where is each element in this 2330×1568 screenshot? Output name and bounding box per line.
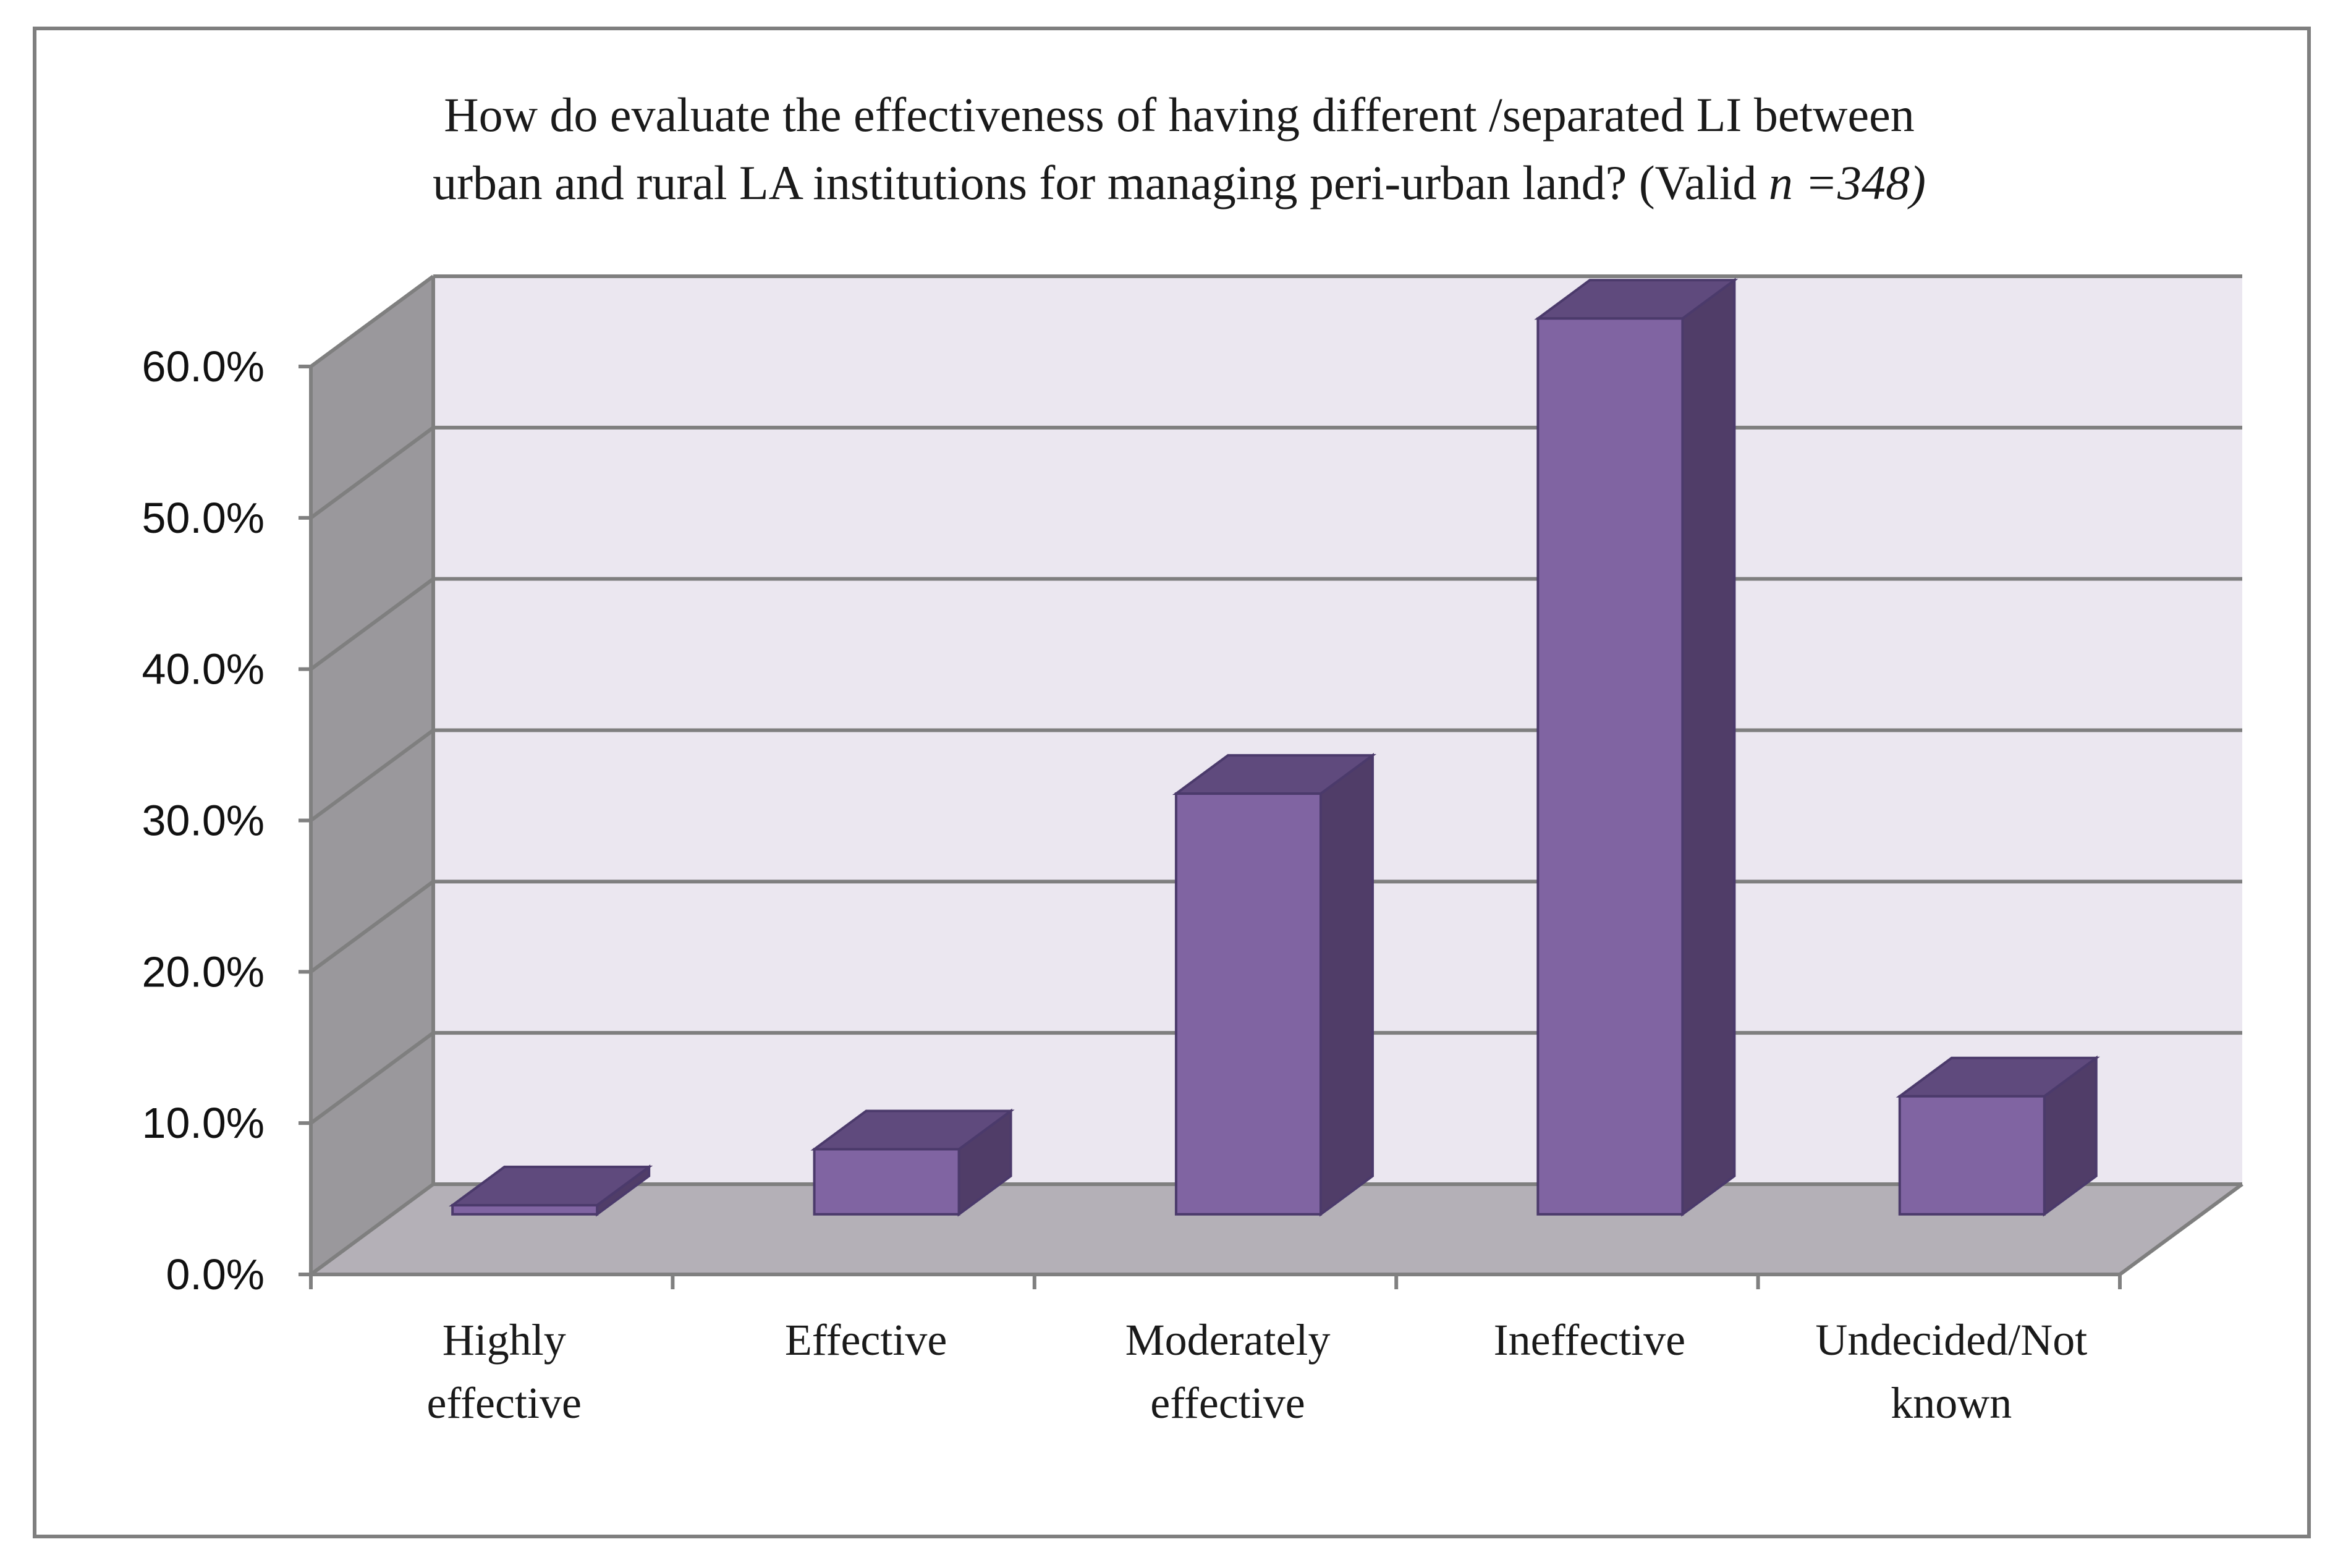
bar-front-face xyxy=(1174,792,1322,1216)
bar-4 xyxy=(1534,278,1739,1217)
y-tick-label: 60.0% xyxy=(142,342,265,391)
y-tick-label: 20.0% xyxy=(142,947,265,996)
gridline-side xyxy=(310,729,434,822)
x-category-label-line: Highly xyxy=(443,1315,566,1365)
x-category-label-line: known xyxy=(1891,1378,2012,1428)
x-category-label-line: Ineffective xyxy=(1494,1315,1685,1365)
floor-right-edge xyxy=(2119,1182,2243,1276)
bar-5 xyxy=(1896,1055,2100,1217)
x-category-label: Effective xyxy=(785,1315,947,1365)
chart-title-line-1: How do evaluate the effectiveness of hav… xyxy=(444,88,1914,142)
chart-title-line-2-text: urban and rural LA institutions for mana… xyxy=(433,156,1769,210)
gridline-side xyxy=(310,274,434,368)
x-category-label: Highly effective xyxy=(426,1315,582,1428)
x-category-label-line: effective xyxy=(426,1378,582,1428)
bar-front-face xyxy=(1898,1095,2046,1216)
gridline-side xyxy=(310,577,434,671)
y-tick-label: 40.0% xyxy=(142,645,265,693)
bar-3 xyxy=(1172,753,1377,1217)
gridline-side xyxy=(310,1031,434,1125)
x-category-label: Ineffective xyxy=(1494,1315,1685,1365)
bar-front-face xyxy=(1536,317,1684,1216)
y-axis-tick-labels: 0.0% 10.0% 20.0% 30.0% 40.0% 50.0% 60.0% xyxy=(142,342,265,1299)
y-tick-label: 30.0% xyxy=(142,797,265,845)
y-tick-label: 0.0% xyxy=(166,1250,265,1299)
gridline-side xyxy=(310,1182,434,1276)
floor xyxy=(311,1184,2242,1274)
bar-front-face xyxy=(451,1204,599,1216)
bars xyxy=(449,278,2100,1217)
x-category-label-line: Moderately xyxy=(1125,1315,1331,1365)
gridline-side xyxy=(310,879,434,973)
x-category-label: Moderately effective xyxy=(1125,1315,1331,1428)
y-tick-label: 10.0% xyxy=(142,1099,265,1147)
bar-1 xyxy=(449,1164,653,1217)
y-tick-label: 50.0% xyxy=(142,494,265,542)
bar-2 xyxy=(810,1108,1015,1217)
chart-title-line-2: urban and rural LA institutions for mana… xyxy=(433,156,1926,210)
x-category-label-line: Undecided/Not xyxy=(1815,1315,2087,1365)
x-axis-category-labels: Highly effective Effective Moderately effect… xyxy=(426,1315,2087,1428)
x-category-label-line: effective xyxy=(1150,1378,1305,1428)
x-category-label-line: Effective xyxy=(785,1315,947,1365)
x-category-label: Undecided/Not known xyxy=(1815,1315,2087,1428)
bar-side-face xyxy=(1319,753,1374,1217)
gridline-side xyxy=(310,426,434,520)
bar-side-face xyxy=(1681,278,1736,1217)
axes xyxy=(299,365,2122,1289)
chart-title-n-italic: n =348) xyxy=(1769,156,1926,210)
bar-front-face xyxy=(813,1148,960,1216)
